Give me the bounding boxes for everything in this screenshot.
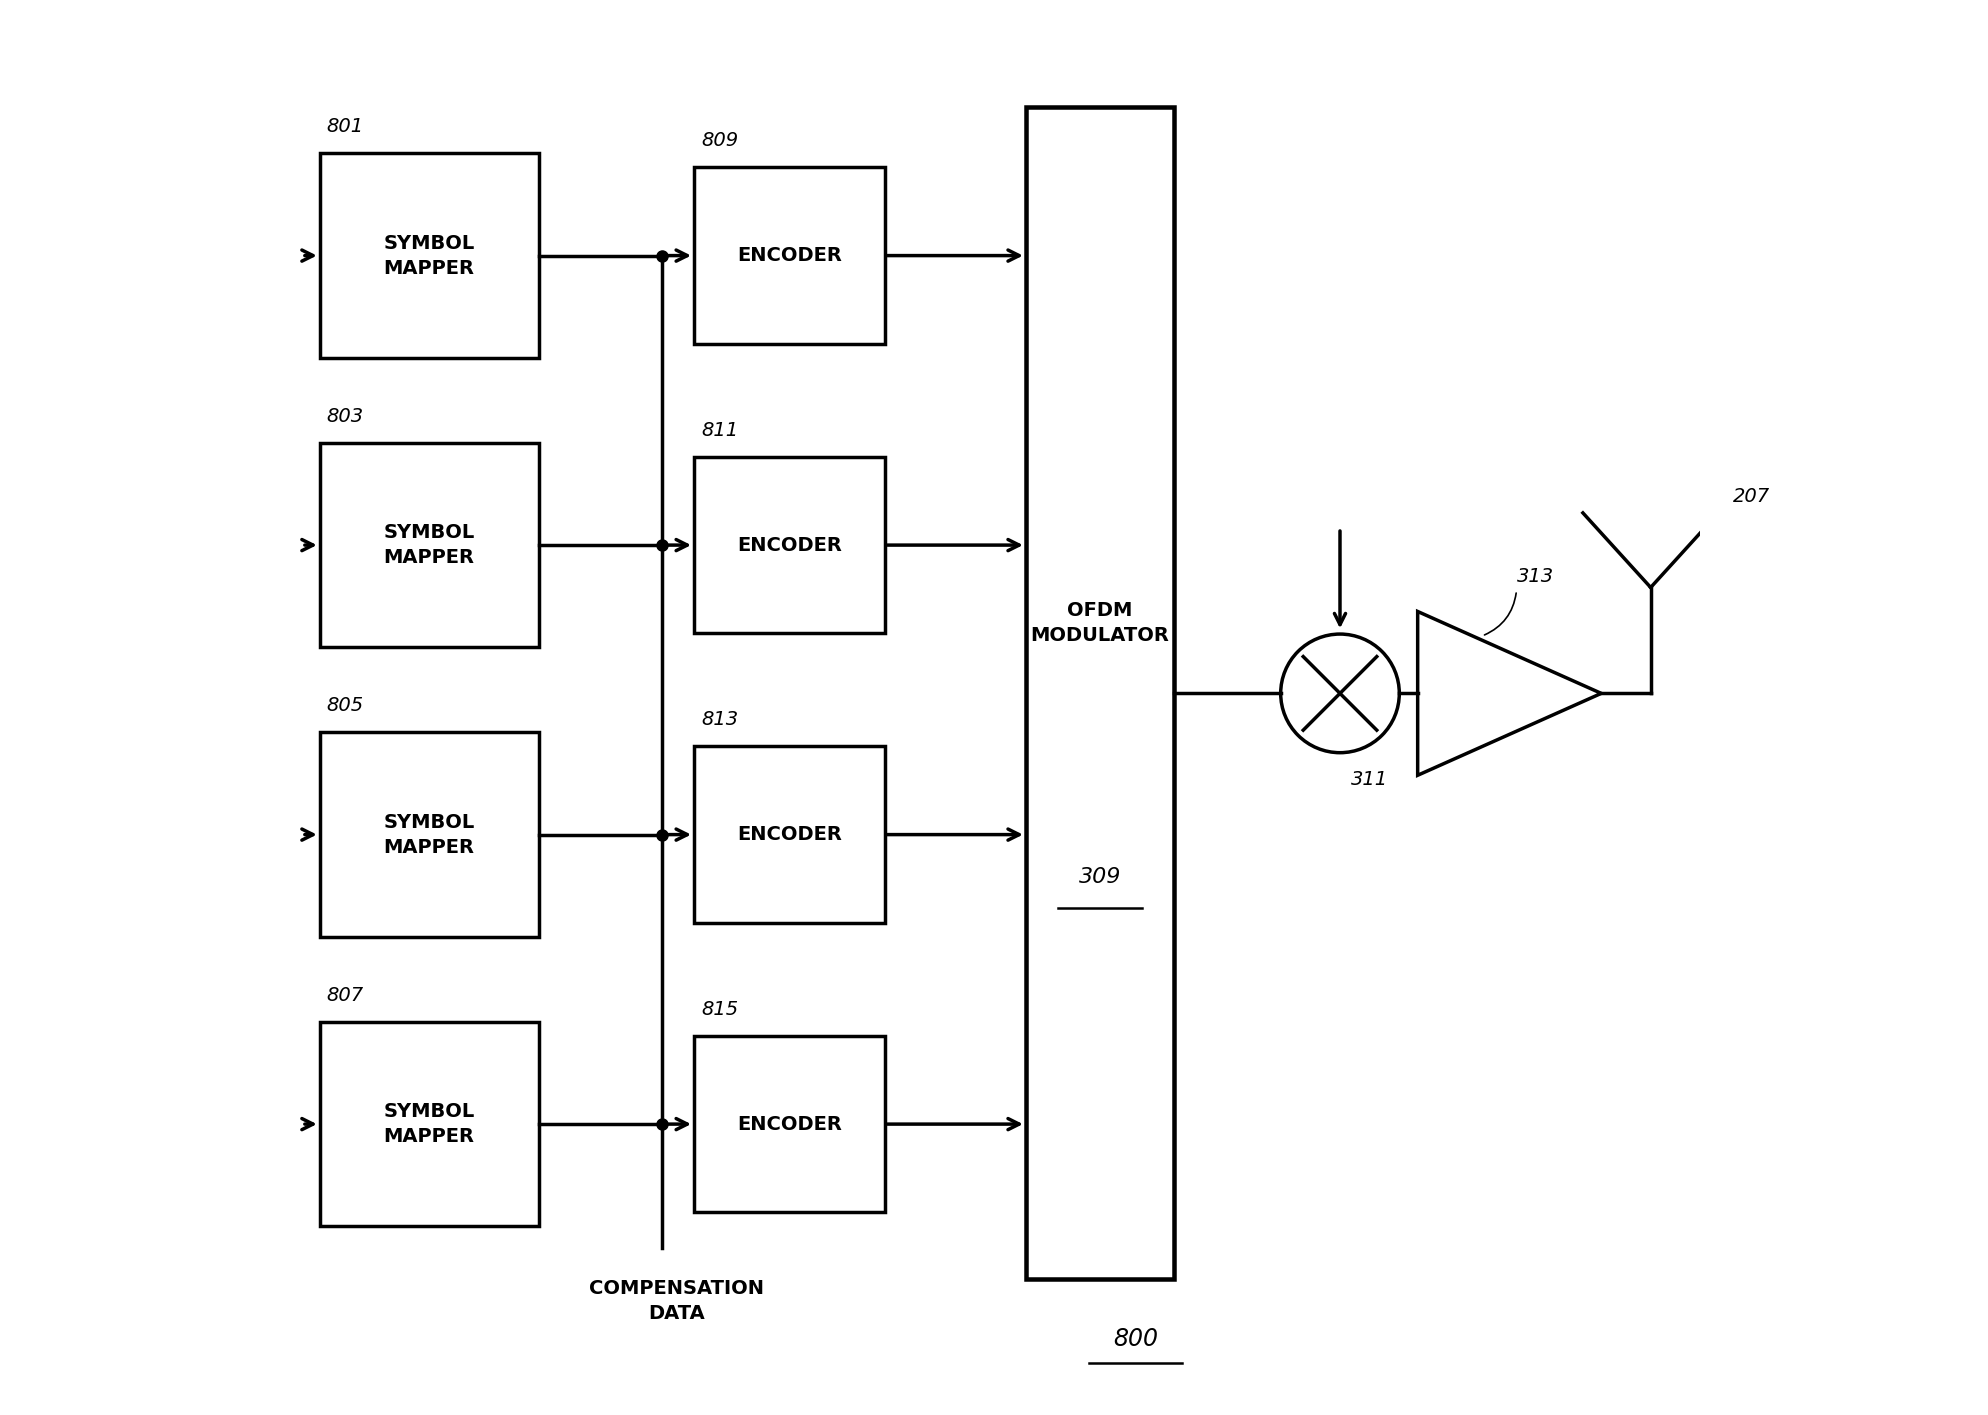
Bar — [694, 1036, 885, 1213]
Text: 809: 809 — [702, 132, 738, 150]
Text: 800: 800 — [1113, 1327, 1157, 1351]
Text: COMPENSATION
DATA: COMPENSATION DATA — [588, 1279, 763, 1323]
Text: SYMBOL
MAPPER: SYMBOL MAPPER — [384, 524, 475, 567]
Bar — [694, 746, 885, 923]
Text: SYMBOL
MAPPER: SYMBOL MAPPER — [384, 233, 475, 277]
Text: 811: 811 — [702, 420, 738, 440]
Text: 313: 313 — [1517, 567, 1555, 586]
Bar — [694, 167, 885, 344]
Text: 311: 311 — [1352, 770, 1388, 788]
Text: OFDM
MODULATOR: OFDM MODULATOR — [1030, 601, 1169, 645]
Text: 805: 805 — [326, 696, 364, 715]
Text: ENCODER: ENCODER — [738, 1115, 841, 1133]
Text: 801: 801 — [326, 117, 364, 136]
Bar — [320, 1022, 539, 1227]
Text: 309: 309 — [1079, 867, 1121, 887]
Bar — [694, 457, 885, 634]
Bar — [320, 732, 539, 937]
Text: 815: 815 — [702, 1000, 738, 1019]
Bar — [320, 443, 539, 648]
Polygon shape — [1417, 611, 1600, 775]
Text: 207: 207 — [1734, 487, 1769, 505]
Text: 803: 803 — [326, 406, 364, 426]
Text: ENCODER: ENCODER — [738, 825, 841, 845]
Text: ENCODER: ENCODER — [738, 536, 841, 555]
Text: SYMBOL
MAPPER: SYMBOL MAPPER — [384, 812, 475, 856]
Bar — [320, 153, 539, 358]
Circle shape — [1280, 634, 1400, 753]
Text: SYMBOL
MAPPER: SYMBOL MAPPER — [384, 1102, 475, 1146]
Text: 807: 807 — [326, 986, 364, 1005]
Text: 813: 813 — [702, 710, 738, 729]
Bar — [1026, 108, 1175, 1279]
Text: ENCODER: ENCODER — [738, 246, 841, 265]
